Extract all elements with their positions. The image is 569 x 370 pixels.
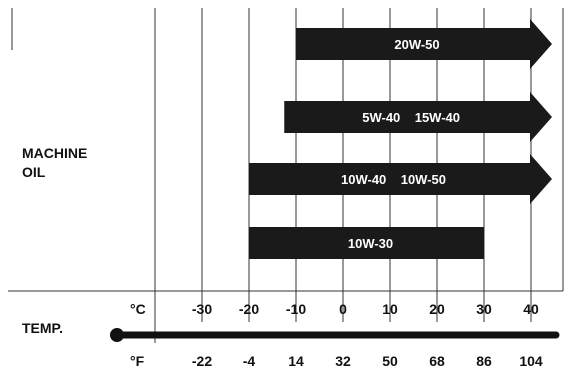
fahrenheit-tick-7: 104 (519, 353, 543, 369)
celsius-tick-4: 10 (382, 301, 398, 317)
fahrenheit-tick-2: 14 (288, 353, 304, 369)
celsius-tick-1: -20 (239, 301, 259, 317)
oil-grade-label-1: 5W-40 15W-40 (362, 110, 460, 125)
celsius-tick-5: 20 (429, 301, 445, 317)
scale-start-dot (110, 328, 124, 342)
oil-grade-bar-3 (249, 227, 484, 259)
fahrenheit-tick-1: -4 (243, 353, 256, 369)
oil-grade-bar-0 (296, 19, 552, 69)
temp-label: TEMP. (22, 320, 63, 336)
celsius-tick-7: 40 (523, 301, 539, 317)
oil-grade-bar-2 (249, 154, 552, 204)
row-label-oil: OIL (22, 164, 46, 180)
fahrenheit-tick-4: 50 (382, 353, 398, 369)
oil-grade-bar-1 (284, 92, 552, 142)
row-label-machine: MACHINE (22, 145, 87, 161)
fahrenheit-tick-3: 32 (335, 353, 351, 369)
celsius-tick-3: 0 (339, 301, 347, 317)
fahrenheit-tick-5: 68 (429, 353, 445, 369)
fahrenheit-unit-label: °F (130, 353, 145, 369)
oil-grade-label-2: 10W-40 10W-50 (341, 172, 446, 187)
celsius-tick-6: 30 (476, 301, 492, 317)
fahrenheit-tick-0: -22 (192, 353, 212, 369)
fahrenheit-tick-labels: -22 -4 14 32 50 68 86 104 (192, 353, 543, 369)
fahrenheit-tick-6: 86 (476, 353, 492, 369)
celsius-unit-label: °C (130, 301, 146, 317)
celsius-tick-labels: -30 -20 -10 0 10 20 30 40 (192, 301, 539, 317)
celsius-tick-0: -30 (192, 301, 212, 317)
oil-grade-label-0: 20W-50 (394, 37, 439, 52)
oil-grade-label-3: 10W-30 (348, 236, 393, 251)
oil-grade-bars: 20W-50 5W-40 15W-40 10W-40 10W-50 10W-30 (249, 19, 552, 259)
celsius-tick-2: -10 (286, 301, 306, 317)
